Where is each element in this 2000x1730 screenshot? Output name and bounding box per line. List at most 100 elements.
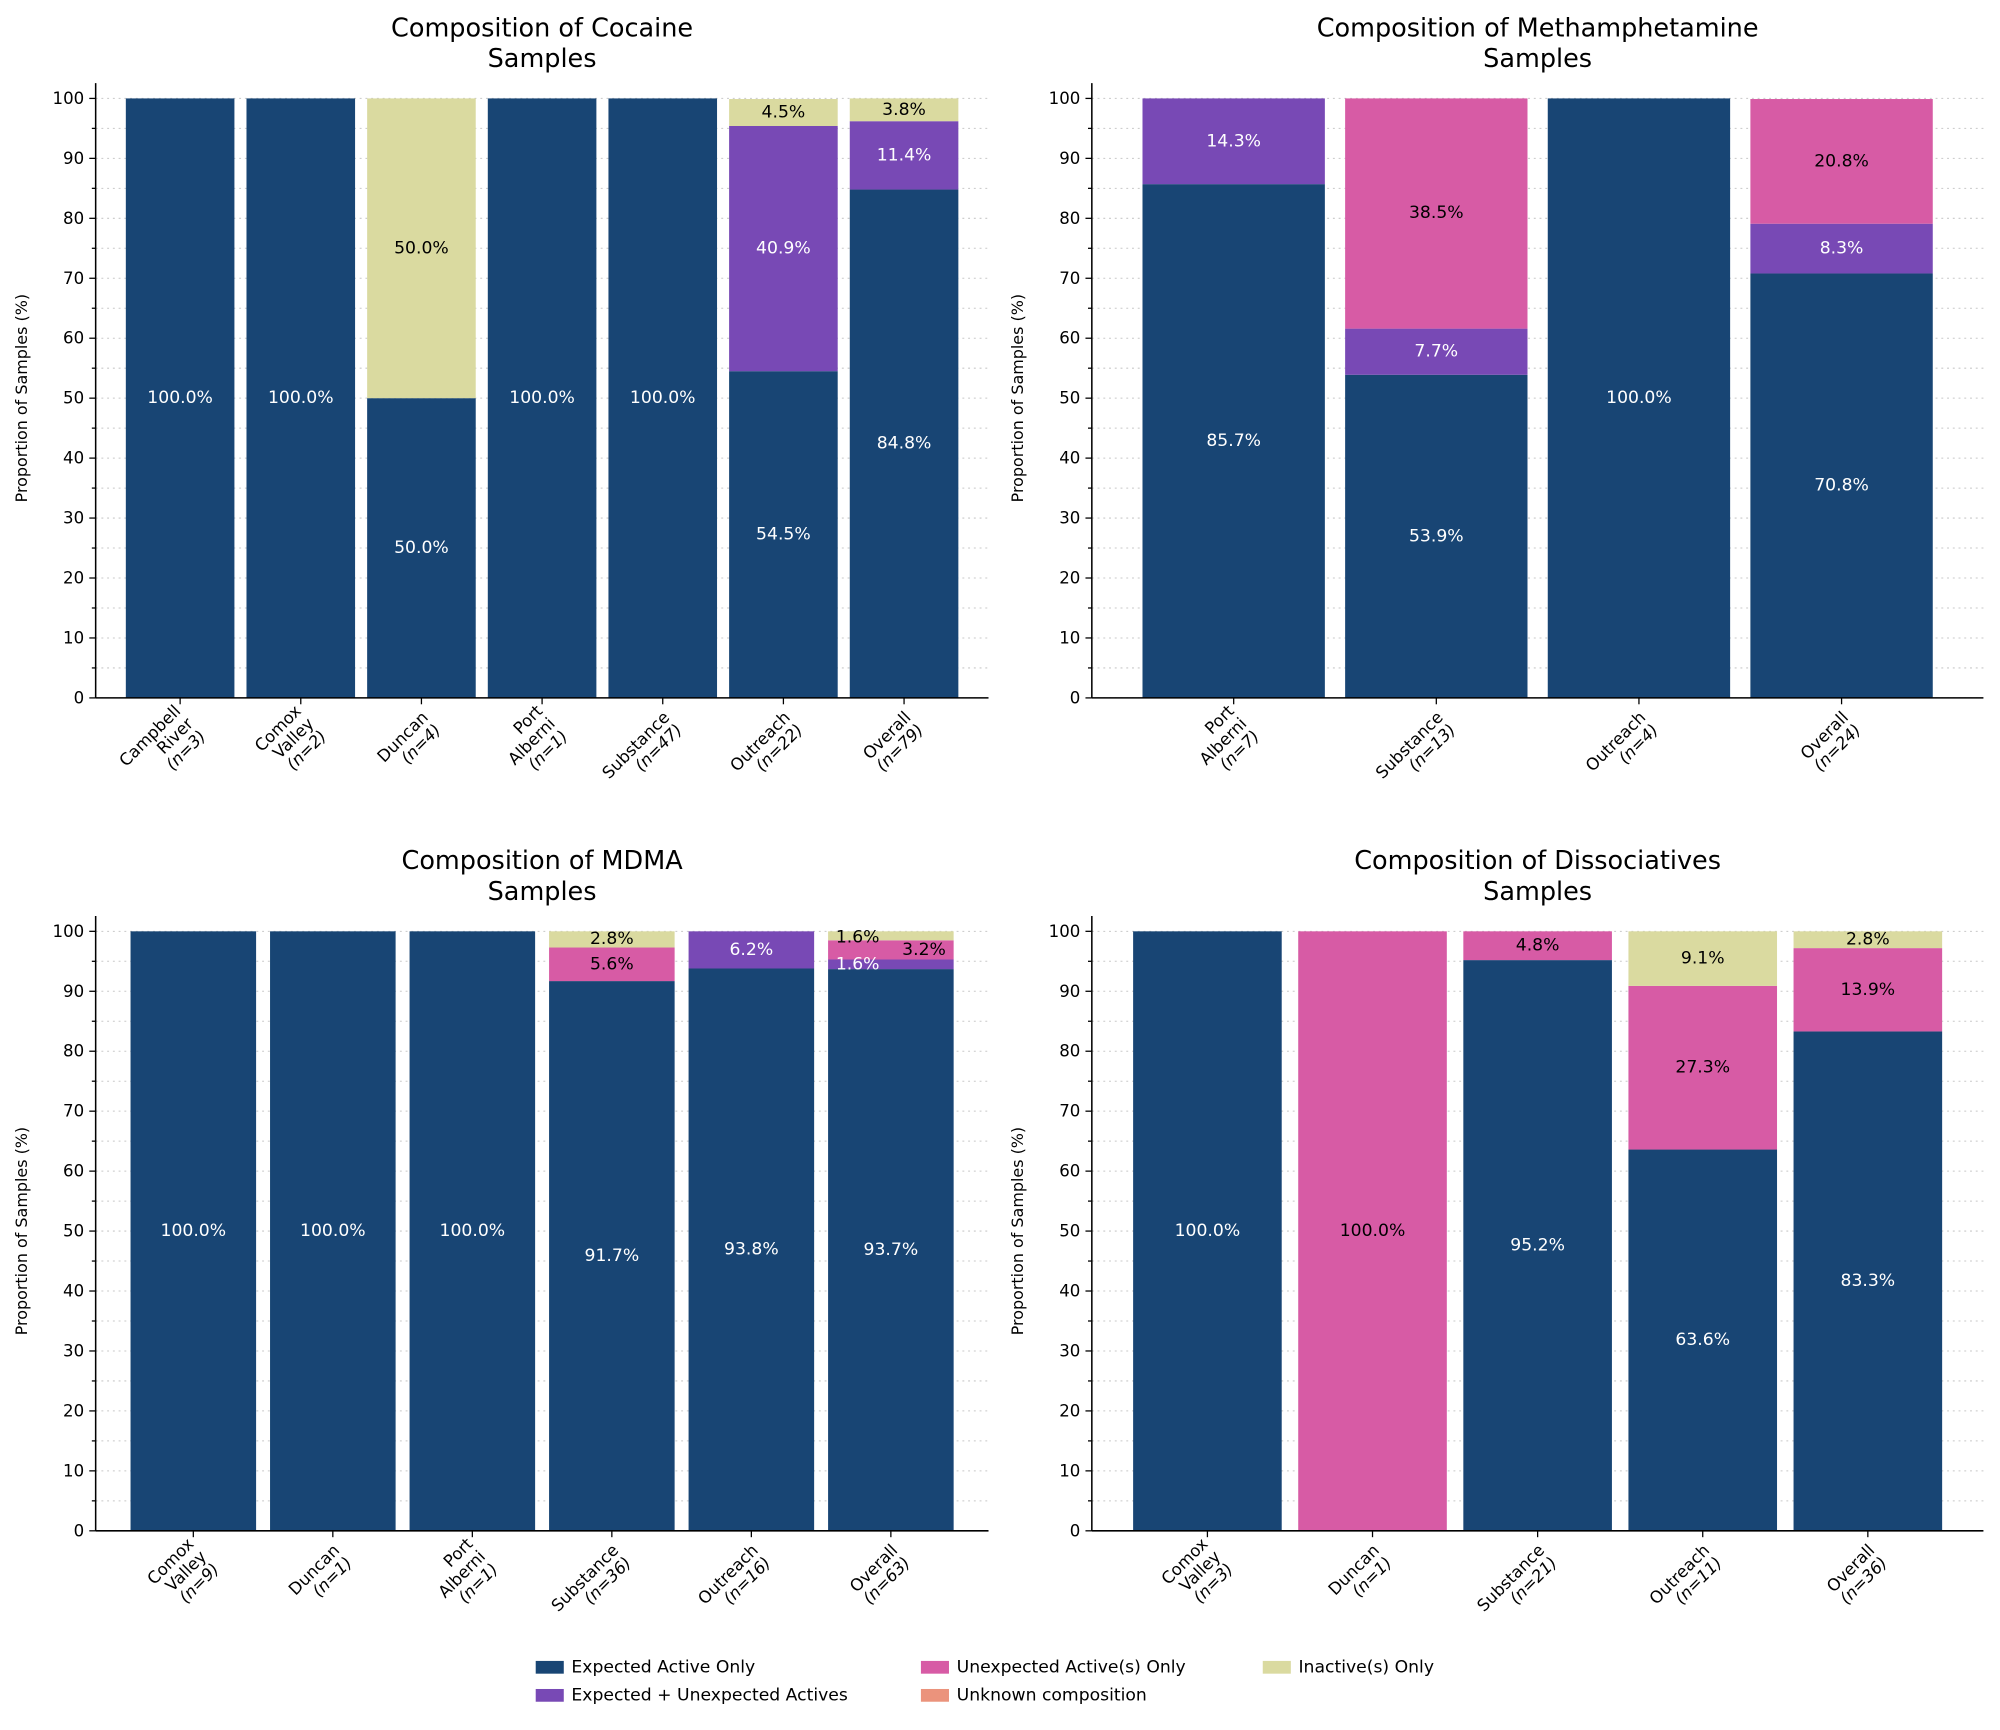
bar-segment [367,98,476,399]
data-label: 100.0% [630,388,696,408]
y-tick-label: 50 [63,1222,84,1241]
y-tick-label: 70 [63,1102,84,1121]
data-label: 53.9% [1409,526,1464,546]
data-label: 2.8% [1846,930,1890,950]
y-tick-label: 30 [63,509,84,528]
y-tick-label: 100 [1049,89,1081,108]
data-label: 3.8% [882,100,926,120]
x-tick-label: Overall(n=36) [1823,1541,1891,1608]
x-tick-label: Outreach(n=22) [726,708,806,776]
data-label: 3.2% [902,940,946,960]
bar-segment [608,98,718,698]
bar-segment [270,931,396,1531]
data-label: 95.2% [1510,1235,1565,1255]
bar-segment [1750,273,1933,698]
data-label: 38.5% [1409,203,1464,223]
chart-title: Samples [488,44,597,74]
y-tick-label: 100 [1049,922,1081,941]
data-label: 50.0% [394,238,449,258]
y-tick-label: 0 [1070,688,1081,707]
y-tick-label: 70 [1059,1102,1080,1121]
bar-segment [549,931,675,948]
y-tick-label: 40 [1059,449,1080,468]
data-label: 84.8% [877,434,932,454]
bar-segment [1628,985,1778,1150]
y-tick-label: 0 [1070,1521,1081,1540]
y-tick-label: 100 [53,89,85,108]
chart-title: Samples [488,877,597,907]
x-tick-label: Overall(n=63) [846,1541,914,1608]
legend-swatch [1262,1660,1291,1674]
bar-segment [828,969,954,1531]
data-label: 100.0% [268,388,334,408]
chart-title: Composition of Cocaine [391,13,693,43]
legend: Expected Active Only Expected + Unexpecte… [535,1657,1434,1705]
bar-segment [729,125,838,372]
bar-segment [828,959,954,970]
y-tick-label: 30 [1059,509,1080,528]
x-tick-label: Duncan(n=4) [374,708,445,768]
chart-title: Composition of MDMA [402,846,684,876]
bar-segment [1463,931,1612,961]
legend-label: Expected Active Only [571,1657,755,1677]
data-label: 14.3% [1206,131,1261,151]
bar-segment [1133,931,1282,1531]
data-label: 2.8% [590,929,634,949]
bar-segment [549,981,675,1531]
bar-segment [1345,98,1528,329]
data-label: 27.3% [1675,1058,1730,1078]
x-tick-label: Duncan(n=1) [1325,1541,1396,1601]
y-tick-label: 30 [1059,1341,1080,1360]
y-axis-label: Proportion of Samples (%) [12,1127,31,1335]
data-label: 13.9% [1841,980,1896,1000]
x-tick-label: Substance(n=47) [599,708,686,783]
y-tick-label: 50 [63,389,84,408]
y-tick-label: 60 [63,1162,84,1181]
y-tick-label: 90 [1059,149,1080,168]
bar-segment [487,98,597,698]
legend-label: Unknown composition [957,1685,1147,1705]
chart-title: Composition of Methamphetamine [1317,13,1759,43]
legend-item: Unexpected Active(s) Only [920,1657,1186,1677]
data-label: 4.5% [762,103,806,123]
legend-swatch [920,1688,949,1702]
bar-segment [1793,1031,1943,1531]
y-tick-label: 60 [1059,329,1080,348]
bar-segment [549,947,675,982]
bar-segment [729,371,838,698]
y-tick-label: 30 [63,1341,84,1360]
data-label: 85.7% [1206,431,1261,451]
y-tick-label: 10 [1059,1461,1080,1480]
bar-segment [1463,960,1612,1531]
data-label: 1.6% [836,927,880,947]
data-label: 20.8% [1814,151,1869,171]
bar-segment [130,931,257,1531]
x-tick-label: Substance(n=36) [548,1541,635,1616]
x-tick-label: Outreach(n=11) [1646,1541,1726,1609]
y-axis-label: Proportion of Samples (%) [12,294,31,502]
data-label: 83.3% [1841,1271,1896,1291]
data-label: 100.0% [147,388,213,408]
y-axis-label: Proportion of Samples (%) [1008,294,1027,502]
bar-segment [1142,184,1325,698]
y-tick-label: 20 [1059,569,1080,588]
x-tick-label: Outreach(n=4) [1582,708,1662,776]
y-tick-label: 80 [1059,1042,1080,1061]
legend-swatch [535,1688,564,1702]
bar-segment [1750,223,1933,274]
y-tick-label: 0 [74,1521,85,1540]
data-label: 54.5% [756,525,811,545]
bar-segment [1628,1149,1778,1531]
legend-label: Inactive(s) Only [1298,1657,1434,1677]
y-tick-label: 50 [1059,389,1080,408]
y-tick-label: 10 [63,1461,84,1480]
data-label: 6.2% [729,940,773,960]
y-tick-label: 40 [63,1282,84,1301]
y-tick-label: 10 [1059,628,1080,647]
